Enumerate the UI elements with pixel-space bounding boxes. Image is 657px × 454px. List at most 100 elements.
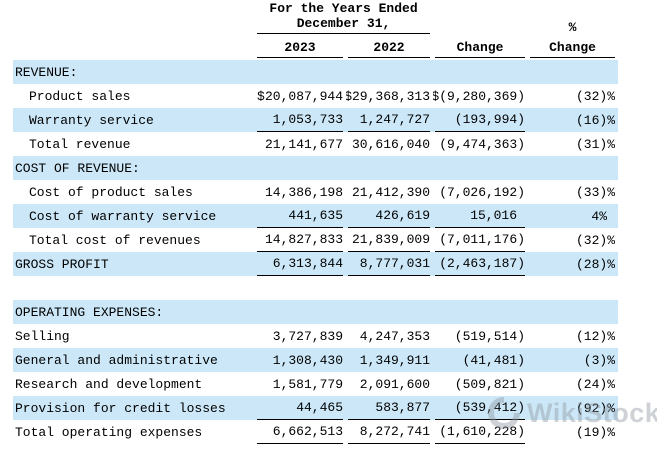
cell-change: (193,994) [433, 108, 528, 132]
cell-value: (519,514) [454, 328, 526, 344]
cell-2022 [346, 156, 433, 180]
table-row: Cost of product sales 14,386,198 21,412,39… [13, 180, 618, 204]
cell-value: 8,272,741 [359, 424, 431, 439]
cell-2022: 4,247,353 [346, 324, 433, 348]
cell-2022: $29,368,313 [346, 84, 433, 108]
pct-header-line2: Change [530, 40, 616, 58]
cell-2022: 1,349,911 [346, 348, 433, 372]
dollar-sign: $ [257, 88, 265, 104]
cell-2022: 8,777,031 [346, 252, 433, 276]
cell-2023 [255, 156, 346, 180]
cell-2022: 30,616,040 [346, 132, 433, 156]
cell-2023: 1,308,430 [255, 348, 346, 372]
cell-2022 [346, 276, 433, 300]
cell-2023: 1,053,733 [255, 108, 346, 132]
cell-value: (509,821) [454, 376, 526, 392]
cell-value: 1,308,430 [272, 352, 343, 368]
spacer-row [13, 276, 618, 300]
income-statement-table: For the Years Ended December 31, % 2023 … [13, 0, 619, 444]
cell-change [433, 300, 528, 324]
period-header: For the Years Ended December 31, [257, 1, 431, 34]
cell-value: 15,016 [470, 208, 518, 223]
cell-2022: 2,091,600 [346, 372, 433, 396]
cell-2023: 44,465 [255, 396, 346, 420]
cell-value: 2,091,600 [359, 376, 431, 392]
cell-value: 1,349,911 [359, 352, 431, 368]
cell-pct-change: (92)% [528, 396, 618, 420]
cell-2022: 21,839,009 [346, 228, 433, 252]
row-label [13, 276, 255, 300]
cell-value: (16)% [576, 112, 616, 128]
col-pct-header-cell: Change [528, 34, 618, 60]
header-label-spacer [13, 34, 255, 60]
row-label: GROSS PROFIT [15, 256, 109, 272]
cell-value: (24)% [576, 376, 616, 392]
cell-pct-change: (3)% [528, 348, 618, 372]
cell-value: (193,994) [454, 112, 526, 127]
change-header-spacer [433, 0, 528, 34]
cell-value: (28)% [576, 256, 616, 272]
cell-value: 1,053,733 [272, 112, 343, 127]
cell-2023: 21,141,677 [255, 132, 346, 156]
section-row: COST OF REVENUE: [13, 156, 619, 180]
cell-change: (2,463,187) [433, 252, 528, 276]
dollar-sign: $ [346, 88, 352, 104]
column-header-row: 2023 2022 Change Change [13, 34, 618, 60]
cell-value: 14,827,833 [264, 232, 343, 247]
cell-change: (9,474,363) [433, 132, 528, 156]
col-2022-header: 2022 [348, 40, 431, 58]
cell-change: (509,821) [433, 372, 528, 396]
table-body: REVENUE: Product sales $20,087,944 $29,368,… [13, 60, 619, 444]
row-label: Provision for credit losses [15, 400, 226, 416]
cell-value: (9,280,369) [439, 88, 526, 104]
table-row: Total revenue 21,141,677 30,616,040 (9,474,… [13, 132, 618, 156]
row-label: COST OF REVENUE: [15, 160, 140, 176]
row-label: General and administrative [15, 352, 218, 368]
cell-change: (539,412) [433, 396, 528, 420]
cell-value: (41,481) [462, 352, 526, 368]
cell-pct-change: (24)% [528, 372, 618, 396]
row-label: Total revenue [29, 136, 131, 152]
cell-value: (1,610,228) [439, 424, 526, 439]
cell-2023: 1,581,779 [255, 372, 346, 396]
cell-change [433, 156, 528, 180]
dollar-sign: $ [433, 88, 440, 104]
cell-2022 [346, 300, 433, 324]
table-header: For the Years Ended December 31, % 2023 … [13, 0, 618, 60]
cell-2023: 6,662,513 [255, 420, 346, 444]
cell-2023: 6,313,844 [255, 252, 346, 276]
row-label: Total cost of revenues [29, 232, 201, 248]
row-label: Cost of product sales [29, 184, 193, 200]
row-label: Warranty service [29, 112, 154, 128]
cell-2022: 426,619 [346, 204, 433, 228]
cell-change [433, 276, 528, 300]
cell-pct-change [528, 300, 618, 324]
table-row: General and administrative 1,308,430 1,349… [13, 348, 619, 372]
cell-2022: 583,877 [346, 396, 433, 420]
cell-value: (32)% [576, 88, 616, 104]
cell-value: (7,026,192) [439, 184, 526, 200]
col-change-header-cell: Change [433, 34, 528, 60]
period-line1: For the Years Ended [269, 1, 418, 16]
cell-change: (519,514) [433, 324, 528, 348]
cell-pct-change [528, 276, 618, 300]
cell-value: (33)% [576, 184, 616, 200]
cell-value: (9,474,363) [439, 136, 526, 152]
cell-pct-change: (32)% [528, 84, 618, 108]
table-row: Research and development 1,581,779 2,091,6… [13, 372, 618, 396]
table-row: Product sales $20,087,944 $29,368,313 $ (9,2… [13, 84, 618, 108]
cell-pct-change [528, 60, 618, 84]
cell-value: (539,412) [454, 400, 526, 415]
row-label: REVENUE: [15, 64, 78, 80]
cell-value: (92)% [576, 400, 616, 416]
cell-value: 6,662,513 [272, 424, 343, 439]
cell-change [433, 60, 528, 84]
cell-value: 3,727,839 [272, 328, 343, 344]
cell-value: 4,247,353 [359, 328, 431, 344]
cell-2023 [255, 60, 346, 84]
cell-value: 583,877 [375, 400, 431, 415]
cell-pct-change: (28)% [528, 252, 618, 276]
cell-value: 29,368,313 [352, 88, 431, 104]
table-row: Provision for credit losses 44,465 583,877… [13, 396, 619, 420]
